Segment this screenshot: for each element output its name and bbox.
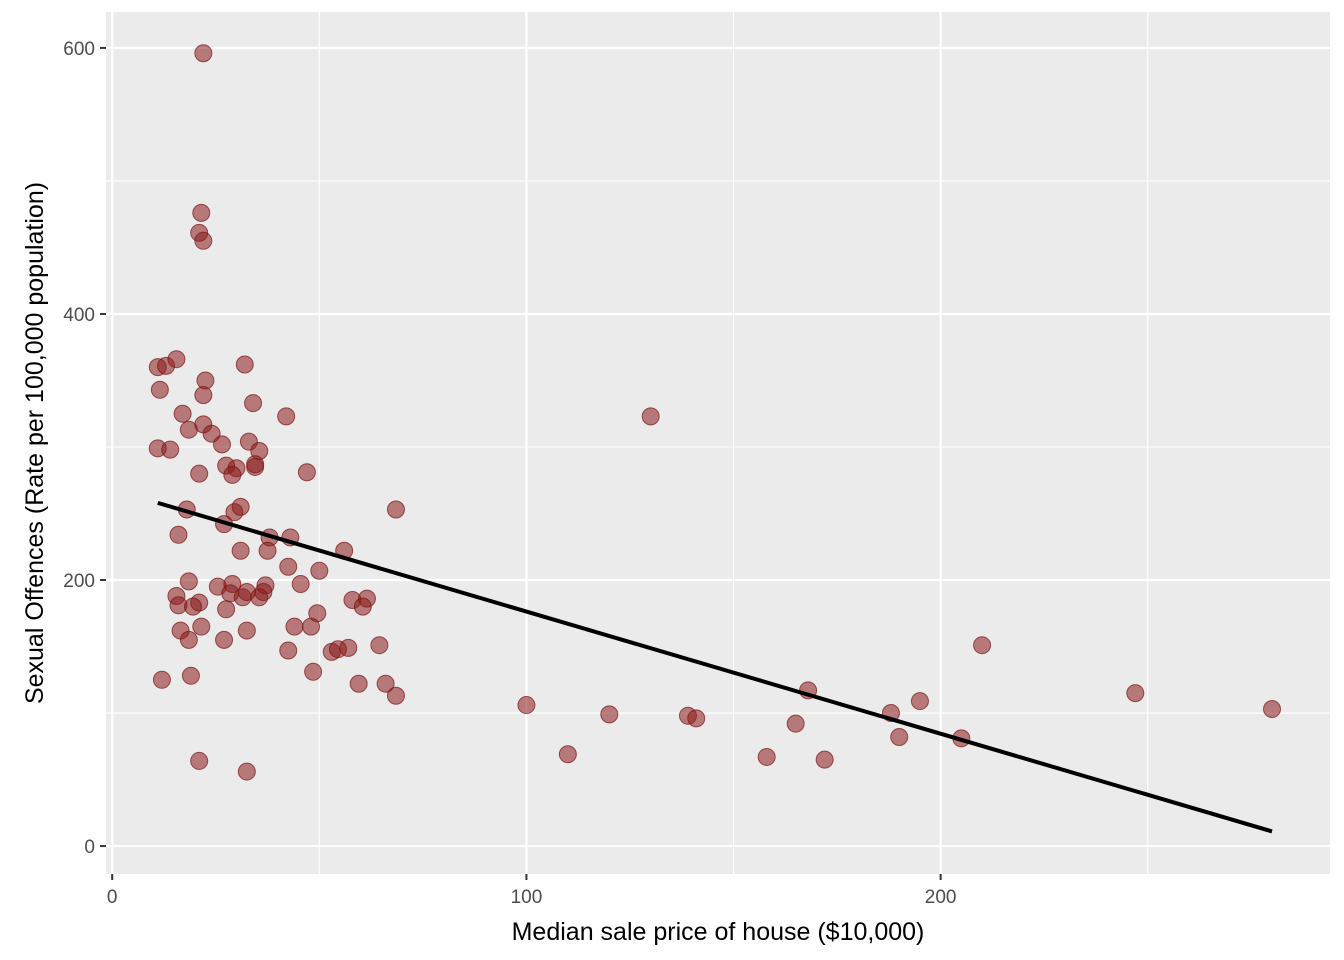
- data-point: [212, 435, 231, 454]
- data-point: [246, 455, 265, 474]
- major-gridlines: [106, 12, 1330, 874]
- data-point: [786, 714, 805, 733]
- data-point: [192, 203, 211, 222]
- y-tick-label: 600: [63, 39, 95, 60]
- data-point: [152, 670, 171, 689]
- data-point: [190, 751, 209, 770]
- data-point: [302, 617, 321, 636]
- data-point: [215, 630, 234, 649]
- data-point: [973, 636, 992, 655]
- data-point: [254, 582, 273, 601]
- data-point: [279, 641, 298, 660]
- data-point: [173, 404, 192, 423]
- data-point: [285, 617, 304, 636]
- data-point: [641, 407, 660, 426]
- data-point: [183, 597, 202, 616]
- data-point: [304, 662, 323, 681]
- data-point: [223, 465, 242, 484]
- data-points: [148, 44, 1282, 781]
- x-tick-label: 200: [925, 887, 957, 908]
- trend-line-layer: [157, 500, 1273, 834]
- x-axis: 0 100 200: [107, 874, 957, 908]
- data-point: [179, 420, 198, 439]
- minor-gridlines: [106, 12, 1330, 874]
- y-tick-label: 0: [84, 837, 95, 858]
- data-point: [181, 666, 200, 685]
- data-point: [194, 231, 213, 250]
- data-point: [558, 745, 577, 764]
- data-point: [169, 525, 188, 544]
- y-axis: 0 200 400 600: [63, 39, 106, 858]
- data-point: [194, 44, 213, 63]
- data-point: [297, 463, 316, 482]
- x-tick-label: 100: [511, 887, 543, 908]
- y-axis-title: Sexual Offences (Rate per 100,000 popula…: [21, 182, 49, 704]
- data-point: [244, 394, 263, 413]
- data-point: [235, 355, 254, 374]
- data-point: [237, 621, 256, 640]
- data-point: [1126, 684, 1145, 703]
- data-point: [386, 686, 405, 705]
- data-point: [339, 638, 358, 657]
- data-point: [687, 709, 706, 728]
- data-point: [161, 440, 180, 459]
- data-point: [277, 407, 296, 426]
- data-point: [386, 500, 405, 519]
- x-tick-label: 0: [107, 887, 118, 908]
- data-point: [353, 597, 372, 616]
- data-point: [376, 674, 395, 693]
- data-point: [910, 692, 929, 711]
- data-point: [517, 696, 536, 715]
- data-point: [179, 572, 198, 591]
- data-point: [194, 386, 213, 405]
- data-point: [1263, 700, 1282, 719]
- data-point: [757, 747, 776, 766]
- data-point: [179, 630, 198, 649]
- y-tick-label: 400: [63, 305, 95, 326]
- y-tick-label: 200: [63, 571, 95, 592]
- data-point: [231, 497, 250, 516]
- data-point: [600, 705, 619, 724]
- data-point: [192, 617, 211, 636]
- x-axis-title: Median sale price of house ($10,000): [512, 918, 925, 946]
- data-point: [258, 541, 277, 560]
- data-point: [237, 762, 256, 781]
- data-point: [291, 575, 310, 594]
- data-point: [349, 674, 368, 693]
- data-point: [279, 557, 298, 576]
- trend-line: [157, 500, 1273, 834]
- plot-panel: [106, 12, 1330, 874]
- data-point: [815, 750, 834, 769]
- data-point: [310, 561, 329, 580]
- data-point: [370, 636, 389, 655]
- data-point: [190, 464, 209, 483]
- data-point: [167, 350, 186, 369]
- data-point: [150, 380, 169, 399]
- data-point: [890, 727, 909, 746]
- data-point: [231, 541, 250, 560]
- data-point: [217, 600, 236, 619]
